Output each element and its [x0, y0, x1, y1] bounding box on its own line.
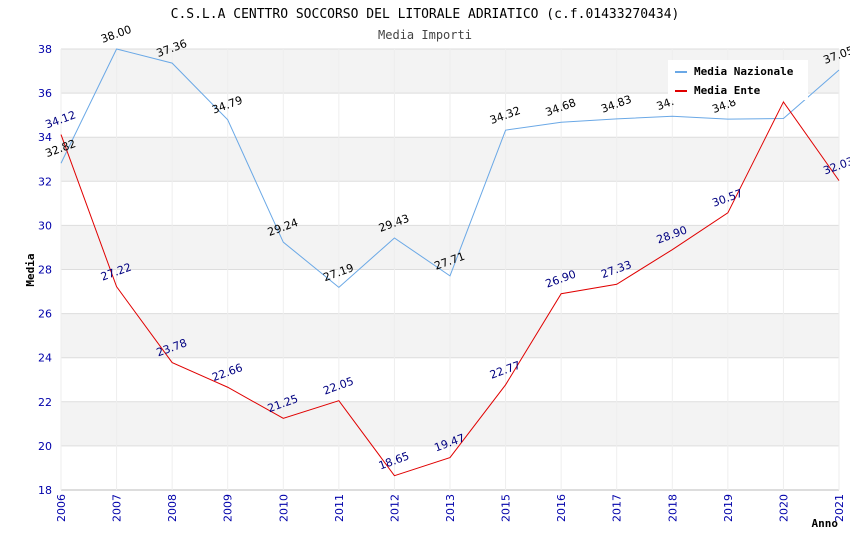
legend-label-media-nazionale: Media Nazionale: [694, 65, 794, 78]
gridlines: [60, 48, 840, 491]
legend-box: [668, 60, 808, 100]
x-tick-label: 2012: [388, 494, 401, 522]
x-tick-label: 2017: [611, 494, 624, 522]
x-tick-label: 2010: [277, 494, 290, 522]
y-tick-label: 34: [38, 131, 52, 144]
legend-label-media-ente: Media Ente: [694, 84, 761, 97]
x-tick-label: 2018: [666, 494, 679, 522]
y-tick-label: 22: [38, 396, 52, 409]
y-axis-label: Media: [24, 253, 37, 286]
series-line-media-ente: [60, 100, 840, 477]
series-line-media-nazionale: [60, 48, 840, 289]
x-tick-label: 2007: [111, 494, 124, 522]
y-tick-label: 20: [38, 440, 52, 453]
x-tick-label: 2021: [833, 494, 846, 522]
y-tick-label: 36: [38, 87, 52, 100]
y-tick-label: 32: [38, 175, 52, 188]
x-tick-label: 2008: [166, 494, 179, 522]
y-tick-label: 24: [38, 352, 52, 365]
y-tick-label: 28: [38, 264, 52, 277]
legend: Media Nazionale Media Ente: [668, 60, 808, 100]
data-label: 38.00: [99, 23, 133, 46]
series-lines: [60, 48, 840, 477]
x-tick-label: 2015: [500, 494, 513, 522]
x-axis-ticks: 2006 2007 2008 2009 2010 2011 2012 2013 2015 2016…: [55, 494, 846, 522]
x-tick-label: 2006: [55, 494, 68, 522]
x-tick-label: 2011: [333, 494, 346, 522]
x-tick-label: 2013: [444, 494, 457, 522]
chart-title: C.S.L.A CENTTRO SOCCORSO DEL LITORALE AD…: [171, 7, 680, 22]
x-tick-label: 2016: [555, 494, 568, 522]
chart-subtitle: Media Importi: [378, 28, 472, 42]
y-tick-label: 30: [38, 219, 52, 232]
x-axis-label: Anno: [812, 517, 839, 530]
y-tick-label: 26: [38, 308, 52, 321]
y-tick-label: 38: [38, 43, 52, 56]
x-tick-label: 2009: [222, 494, 235, 522]
x-tick-label: 2019: [722, 494, 735, 522]
y-axis-ticks: 18 20 22 24 26 28 30 32 34 36 38: [38, 43, 52, 497]
y-tick-label: 18: [38, 484, 52, 497]
x-tick-label: 2020: [777, 494, 790, 522]
